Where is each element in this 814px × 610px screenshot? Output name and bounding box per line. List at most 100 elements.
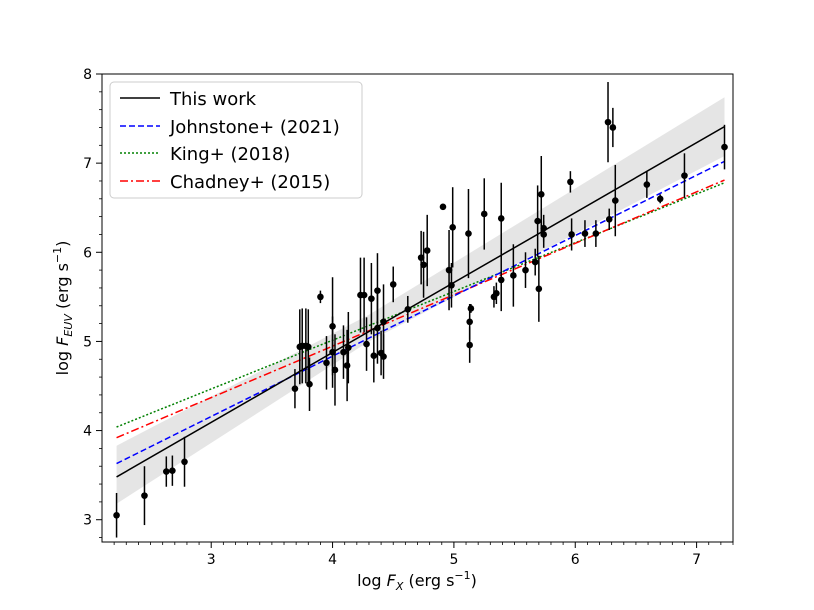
data-point [141, 492, 148, 499]
y-tick-label: 7 [83, 156, 92, 172]
data-point [681, 172, 688, 179]
data-point [510, 272, 517, 279]
data-point [604, 118, 612, 126]
observations-layer [113, 82, 728, 538]
legend-label-johnstone: Johnstone+ (2021) [169, 117, 340, 138]
observation-14 [329, 277, 336, 376]
observation-57 [581, 220, 589, 247]
observation-58 [592, 220, 600, 247]
observation-23 [370, 328, 378, 383]
observation-32 [420, 231, 427, 298]
observation-60 [605, 208, 613, 230]
data-point [581, 230, 589, 237]
data-point [343, 362, 351, 369]
y-tick-label: 4 [83, 424, 92, 440]
data-point [466, 341, 473, 349]
observation-61 [609, 107, 617, 148]
data-point [609, 124, 617, 131]
data-point [493, 289, 500, 297]
observation-52 [537, 156, 545, 233]
data-point [360, 291, 368, 299]
data-point [465, 230, 472, 237]
observation-44 [493, 282, 500, 304]
observation-33 [423, 214, 431, 287]
observation-15 [331, 334, 339, 406]
data-point [540, 231, 547, 238]
observation-10 [306, 357, 313, 411]
x-tick-label: 7 [692, 552, 701, 568]
data-point [592, 230, 600, 237]
data-point [439, 203, 447, 211]
y-tick-label: 6 [83, 245, 92, 261]
legend: This work Johnstone+ (2021) King+ (2018)… [109, 81, 363, 199]
fit-line-1 [116, 160, 725, 465]
y-tick-label: 5 [83, 334, 92, 350]
observation-22 [368, 262, 375, 335]
data-point [445, 266, 453, 274]
observation-35 [445, 230, 453, 311]
x-tick-label: 5 [449, 552, 458, 568]
data-point [380, 318, 387, 326]
data-point [370, 352, 378, 359]
observation-54 [540, 221, 547, 248]
data-point [317, 293, 324, 301]
observation-48 [522, 252, 529, 288]
observation-47 [510, 244, 517, 307]
observation-38 [465, 188, 472, 279]
observation-65 [681, 153, 688, 198]
fit-line-3 [116, 179, 725, 439]
data-point [449, 224, 456, 231]
observation-30 [404, 295, 412, 323]
data-point [466, 318, 473, 326]
observation-45 [497, 248, 505, 312]
observation-56 [568, 218, 575, 251]
observation-51 [535, 255, 543, 322]
observation-50 [534, 185, 541, 257]
data-point [537, 191, 545, 198]
axis-ticks-layer: 3 4 5 6 7 3 4 5 6 7 8 [83, 67, 734, 568]
observation-5 [291, 369, 299, 409]
observation-16 [340, 325, 347, 379]
observation-55 [567, 171, 574, 193]
data-point [480, 210, 488, 218]
data-point [605, 216, 613, 223]
observation-9 [304, 309, 312, 385]
data-point [417, 254, 425, 261]
legend-box [109, 81, 363, 199]
observation-18 [345, 312, 352, 384]
data-point [374, 324, 381, 332]
observation-59 [604, 82, 612, 163]
observation-64 [656, 194, 664, 204]
data-point [522, 266, 529, 274]
data-point [181, 458, 188, 466]
observation-1 [141, 466, 148, 526]
data-point [163, 468, 170, 475]
x-tick-label: 6 [571, 552, 580, 568]
observation-3 [169, 455, 176, 486]
data-point [368, 295, 375, 302]
legend-label-this-work: This work [169, 89, 257, 110]
data-point [304, 343, 312, 351]
data-point [389, 281, 397, 288]
data-point [331, 366, 339, 374]
data-point [329, 322, 336, 330]
data-point [423, 247, 431, 254]
data-point [534, 217, 541, 225]
data-point [656, 195, 664, 203]
confidence-band-layer [116, 97, 725, 504]
x-axis-title: log FX (erg s−1) [357, 569, 477, 593]
observation-25 [374, 292, 381, 364]
observation-29 [389, 266, 397, 303]
data-point [404, 306, 412, 313]
observation-37 [449, 187, 456, 268]
confidence-band [116, 97, 725, 504]
data-point [306, 380, 313, 388]
data-point [323, 359, 330, 367]
observation-36 [448, 262, 455, 308]
data-point [374, 287, 381, 294]
data-point [363, 340, 370, 348]
legend-label-chadney: Chadney+ (2015) [170, 172, 330, 193]
data-point [535, 285, 543, 293]
legend-swatches [120, 97, 160, 182]
observation-4 [181, 436, 188, 487]
